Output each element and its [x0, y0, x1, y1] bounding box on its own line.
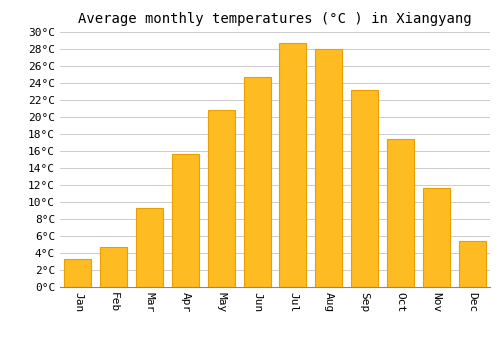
Bar: [100, 247, 127, 287]
Bar: [244, 77, 270, 287]
Bar: [280, 43, 306, 287]
Bar: [423, 188, 450, 287]
Bar: [316, 49, 342, 287]
Bar: [351, 90, 378, 287]
Bar: [172, 154, 199, 287]
Bar: [64, 259, 92, 287]
Bar: [387, 139, 414, 287]
Bar: [208, 110, 234, 287]
Title: Average monthly temperatures (°C ) in Xiangyang: Average monthly temperatures (°C ) in Xi…: [78, 12, 472, 26]
Bar: [136, 208, 163, 287]
Bar: [458, 241, 485, 287]
